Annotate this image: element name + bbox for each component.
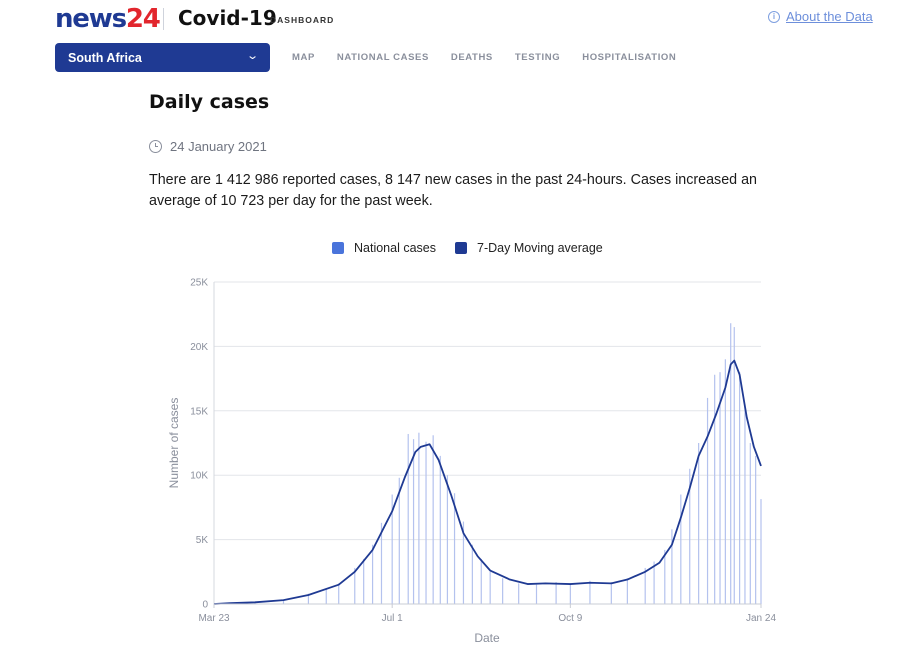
bar[interactable] — [724, 359, 726, 604]
bar[interactable] — [518, 583, 520, 604]
bar[interactable] — [730, 323, 732, 604]
tab-testing[interactable]: TESTING — [514, 52, 561, 63]
bar[interactable] — [664, 549, 666, 604]
bar[interactable] — [706, 397, 709, 604]
tab-national-cases[interactable]: NATIONAL CASES — [336, 52, 429, 63]
x-tick-label: Jul 1 — [382, 613, 404, 624]
y-tick-label: 0 — [202, 600, 208, 611]
y-tick-label: 15K — [190, 406, 208, 417]
about-the-data-link[interactable]: i About the Data — [768, 9, 873, 24]
bar[interactable] — [760, 499, 762, 604]
y-tick-label: 25K — [190, 278, 208, 289]
bar[interactable] — [380, 522, 383, 604]
news24-logo[interactable]: news24 — [55, 4, 161, 34]
bar[interactable] — [689, 468, 691, 604]
bar[interactable] — [446, 475, 449, 604]
bar[interactable] — [371, 544, 374, 604]
moving-average-line[interactable] — [213, 359, 762, 605]
chevron-down-icon: ⌄ — [245, 50, 259, 62]
bar[interactable] — [714, 374, 716, 604]
brand-divider — [163, 8, 164, 30]
report-date: 24 January 2021 — [170, 139, 267, 154]
bar[interactable] — [733, 327, 735, 604]
tab-map[interactable]: MAP — [292, 52, 315, 63]
bar[interactable] — [462, 521, 465, 604]
bar[interactable] — [282, 599, 285, 604]
bar[interactable] — [338, 583, 340, 604]
date-row: 24 January 2021 — [149, 139, 267, 154]
bar[interactable] — [653, 561, 655, 605]
x-tick-label: Oct 9 — [558, 613, 582, 624]
bar[interactable] — [489, 571, 491, 604]
legend-label-line[interactable]: 7-Day Moving average — [477, 241, 603, 255]
chart-legend: National cases 7-Day Moving average — [332, 241, 622, 255]
bar[interactable] — [719, 372, 721, 604]
y-axis-title: Number of cases — [167, 398, 181, 489]
bar[interactable] — [749, 443, 751, 604]
bar[interactable] — [439, 455, 441, 604]
bar[interactable] — [755, 455, 757, 604]
app-title: Covid-19 — [178, 6, 277, 30]
y-tick-label: 5K — [196, 535, 209, 546]
bar[interactable] — [569, 583, 571, 604]
tab-hospitalisation[interactable]: HOSPITALISATION — [582, 52, 677, 63]
clock-icon — [149, 140, 162, 153]
logo-news: news — [55, 4, 127, 34]
bar[interactable] — [680, 494, 682, 604]
legend-label-bars[interactable]: National cases — [354, 241, 436, 255]
y-tick-label: 20K — [190, 342, 208, 353]
x-axis-title: Date — [474, 631, 500, 645]
country-select[interactable]: South Africa ⌄ — [55, 43, 270, 72]
bar[interactable] — [398, 477, 400, 604]
top-bar: news24 Covid-19 DASHBOARD i About the Da… — [0, 0, 919, 40]
bar[interactable] — [325, 588, 327, 604]
bar[interactable] — [307, 593, 310, 604]
x-tick-label: Mar 23 — [198, 613, 230, 624]
bar[interactable] — [610, 582, 612, 604]
bar[interactable] — [480, 558, 482, 604]
bar[interactable] — [644, 567, 646, 604]
bar[interactable] — [363, 558, 365, 604]
summary-text: There are 1 412 986 reported cases, 8 14… — [149, 172, 757, 209]
page-title: Daily cases — [149, 91, 270, 113]
bar[interactable] — [432, 435, 434, 604]
logo-24: 24 — [125, 4, 161, 34]
bar[interactable] — [391, 494, 393, 604]
about-the-data-label: About the Data — [786, 9, 873, 24]
bar[interactable] — [626, 578, 628, 604]
bar[interactable] — [453, 493, 456, 604]
app-subtitle: DASHBOARD — [270, 15, 335, 25]
bar[interactable] — [698, 443, 700, 604]
bar[interactable] — [589, 580, 591, 604]
bar[interactable] — [471, 544, 473, 604]
x-tick-label: Jan 24 — [746, 613, 776, 624]
section-nav: MAP NATIONAL CASES DEATHS TESTING HOSPIT… — [292, 52, 698, 63]
legend-swatch-line — [455, 242, 467, 254]
bar[interactable] — [535, 584, 538, 604]
y-tick-label: 10K — [190, 471, 208, 482]
tab-deaths[interactable]: DEATHS — [450, 52, 493, 63]
bar[interactable] — [354, 567, 356, 604]
legend-swatch-bars — [332, 242, 344, 254]
bar[interactable] — [412, 439, 415, 604]
country-select-value: South Africa — [68, 50, 142, 65]
bar[interactable] — [555, 582, 557, 604]
bar[interactable] — [502, 578, 504, 604]
bar[interactable] — [418, 432, 420, 604]
info-icon: i — [768, 10, 780, 23]
bar[interactable] — [407, 433, 409, 604]
bar[interactable] — [425, 441, 427, 604]
bar[interactable] — [744, 404, 746, 604]
bar[interactable] — [739, 372, 741, 604]
bar[interactable] — [671, 529, 673, 604]
